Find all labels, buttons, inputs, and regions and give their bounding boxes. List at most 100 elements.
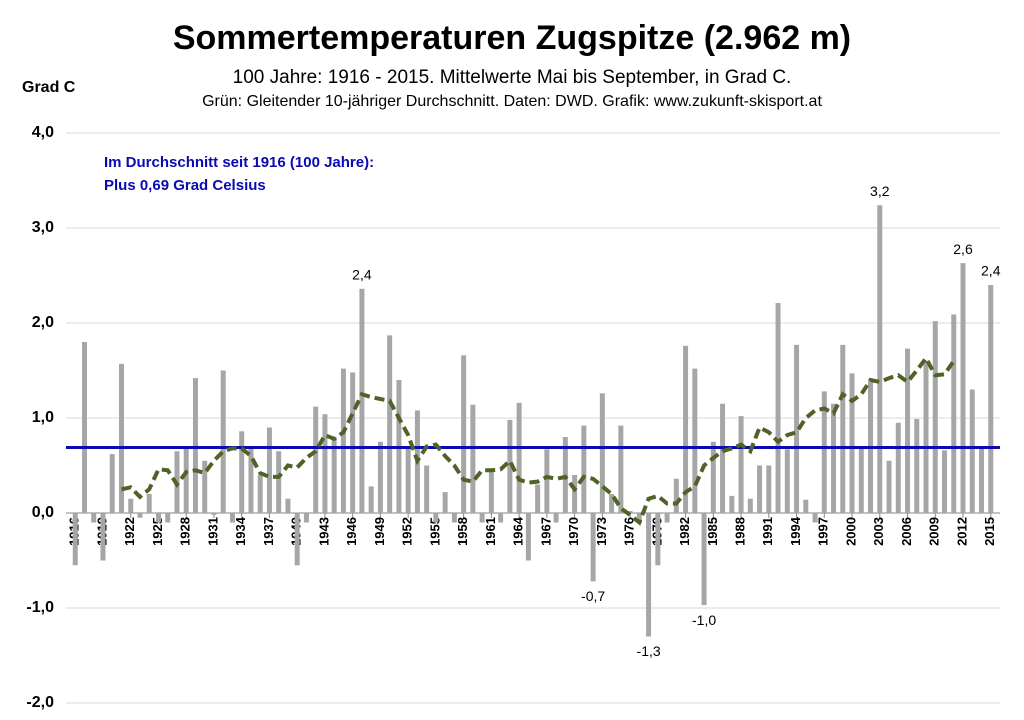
bar xyxy=(313,406,319,513)
y-axis-title: Grad C xyxy=(22,79,76,96)
x-tick-label: 1976 xyxy=(622,517,637,546)
bar xyxy=(470,404,476,513)
bar xyxy=(905,348,911,513)
bar xyxy=(368,486,374,513)
bar xyxy=(729,495,735,513)
bar xyxy=(932,321,938,513)
bar xyxy=(405,446,411,513)
y-tick-label: 1,0 xyxy=(32,409,54,426)
x-tick-label: 1928 xyxy=(178,517,193,546)
bar xyxy=(340,368,346,513)
bar xyxy=(266,427,272,513)
x-tick-label: 2012 xyxy=(954,517,969,546)
bar xyxy=(618,425,624,513)
x-tick-label: 2015 xyxy=(982,517,997,546)
bar xyxy=(590,513,596,582)
chart-note: Grün: Gleitender 10-jähriger Durchschnit… xyxy=(202,93,822,110)
bar xyxy=(285,498,291,513)
bar xyxy=(877,205,883,513)
bar xyxy=(498,513,504,523)
data-label: -1,0 xyxy=(692,612,716,628)
x-tick-label: 1937 xyxy=(261,517,276,546)
bar xyxy=(775,303,781,513)
bar xyxy=(951,314,957,513)
annotation: Plus 0,69 Grad Celsius xyxy=(104,177,266,194)
bar xyxy=(914,418,920,513)
y-tick-label: 2,0 xyxy=(32,314,54,331)
bar xyxy=(137,513,143,518)
bar xyxy=(91,513,97,523)
bar xyxy=(673,478,679,513)
bar xyxy=(248,446,254,513)
bar xyxy=(840,344,846,513)
bar xyxy=(544,449,550,513)
bar xyxy=(646,513,652,637)
bar xyxy=(507,419,513,513)
bar xyxy=(72,513,78,566)
x-tick-label: 1922 xyxy=(122,517,137,546)
annotation: Im Durchschnitt seit 1916 (100 Jahre): xyxy=(104,154,374,171)
y-tick-label: 0,0 xyxy=(32,504,54,521)
bar xyxy=(821,391,827,513)
bar xyxy=(831,403,837,513)
bar xyxy=(683,345,689,513)
bar xyxy=(479,513,485,523)
bar xyxy=(276,451,282,513)
bar xyxy=(803,499,809,513)
x-tick-label: 1964 xyxy=(511,516,526,546)
x-tick-label: 1982 xyxy=(677,517,692,546)
data-label: -1,3 xyxy=(637,643,661,659)
bar xyxy=(100,513,106,561)
x-tick-label: 1967 xyxy=(538,517,553,546)
x-tick-label: 1988 xyxy=(733,517,748,546)
bar xyxy=(766,465,772,513)
bar xyxy=(738,416,744,513)
bar xyxy=(784,449,790,513)
bar xyxy=(979,448,985,513)
bar xyxy=(895,422,901,513)
bar xyxy=(627,511,633,513)
bar xyxy=(331,437,337,513)
x-tick-label: 1946 xyxy=(344,517,359,546)
moving-average-line xyxy=(121,354,956,526)
x-tick-label: 1961 xyxy=(483,517,498,546)
chart-title: Sommertemperaturen Zugspitze (2.962 m) xyxy=(173,19,851,57)
x-tick-label: 1952 xyxy=(400,517,415,546)
bar xyxy=(451,513,457,523)
data-label: 2,4 xyxy=(352,267,372,283)
bar xyxy=(211,513,217,515)
x-tick-label: 1931 xyxy=(205,517,220,546)
bar xyxy=(118,363,124,513)
x-tick-label: 1955 xyxy=(427,517,442,546)
x-tick-label: 2009 xyxy=(927,517,942,546)
bar xyxy=(220,370,226,513)
y-tick-label: -2,0 xyxy=(26,694,54,711)
bar xyxy=(609,494,615,513)
bar xyxy=(442,492,448,513)
x-tick-label: 1934 xyxy=(233,516,248,546)
bar xyxy=(350,372,356,513)
bar xyxy=(572,475,578,513)
x-tick-label: 1991 xyxy=(760,517,775,546)
bar xyxy=(858,448,864,513)
bar xyxy=(812,513,818,523)
bar xyxy=(294,513,300,566)
x-tick-label: 1943 xyxy=(316,517,331,546)
bar xyxy=(461,355,467,513)
bar xyxy=(636,513,642,523)
x-tick-label: 1973 xyxy=(594,517,609,546)
bar xyxy=(692,368,698,513)
x-tick-label: 1970 xyxy=(566,517,581,546)
bar xyxy=(192,378,198,513)
bar xyxy=(202,460,208,513)
bar xyxy=(128,498,134,513)
bar xyxy=(433,513,439,523)
bar xyxy=(387,335,393,513)
bar xyxy=(969,389,975,513)
y-tick-label: -1,0 xyxy=(26,599,54,616)
bar xyxy=(942,450,948,513)
bar xyxy=(109,454,115,513)
chart-subtitle: 100 Jahre: 1916 - 2015. Mittelwerte Mai … xyxy=(233,67,792,88)
bar xyxy=(581,425,587,513)
